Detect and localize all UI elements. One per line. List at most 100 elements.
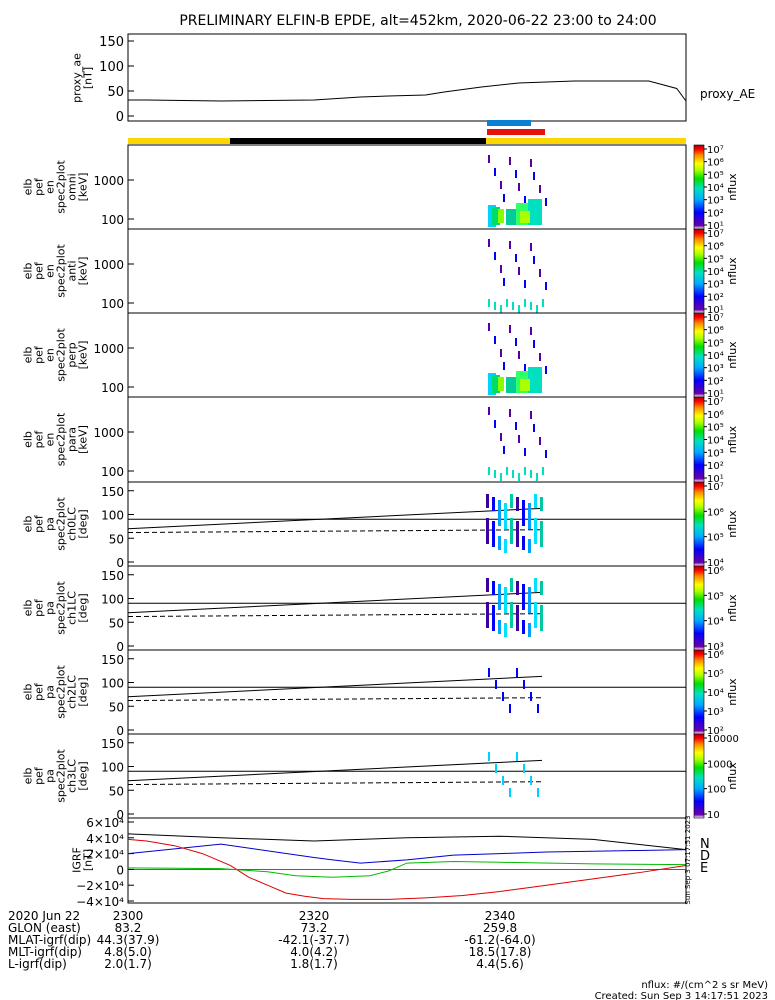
spec-ylabel-line: pef xyxy=(33,430,46,449)
pa-pixel xyxy=(522,620,525,634)
table-cell: 83.2 xyxy=(115,921,142,935)
igrf-panel-frame xyxy=(127,817,687,904)
spec-pixel xyxy=(542,467,544,475)
spec-panel-frame xyxy=(127,144,687,230)
colorbar-tick-label: 10¹ xyxy=(707,474,724,485)
spec-pixel xyxy=(530,327,532,335)
spec-ytick-label: 100 xyxy=(101,213,124,227)
pa-pixel xyxy=(504,623,507,637)
pa-ylabel-line: ch1LC xyxy=(66,591,79,625)
spec-pixel xyxy=(545,282,547,290)
pa-pixel xyxy=(522,584,525,598)
igrf-total-line xyxy=(127,833,687,851)
pa-pixel xyxy=(523,680,525,689)
pa-pixel xyxy=(509,788,511,797)
spec-pixel xyxy=(530,243,532,251)
spec-pixel xyxy=(494,252,496,260)
pa-pixel xyxy=(492,533,495,547)
pa-pixel xyxy=(528,503,531,517)
spec-ylabel-line: spec2plot xyxy=(55,160,68,214)
spec-pixel xyxy=(518,435,520,443)
pa-pixel xyxy=(540,521,543,535)
colorbar xyxy=(693,228,705,314)
pa-pixel xyxy=(528,539,531,553)
pa-ytick-label: 100 xyxy=(101,761,124,775)
colorbar-tick-label: 10⁶ xyxy=(707,410,724,421)
table-row-label: L-igrf(dip) xyxy=(8,957,67,971)
spec-ylabel-line: [keV] xyxy=(77,257,90,286)
table-row-label: MLT-igrf(dip) xyxy=(8,945,82,959)
spec-ytick-label: 100 xyxy=(101,381,124,395)
pa-ylabel-line: ch0LC xyxy=(66,507,79,541)
colorbar-tick-label: 10⁴ xyxy=(707,558,724,569)
pa-pixel xyxy=(530,776,532,785)
spec-pixel xyxy=(515,254,517,262)
table-cell: 2320 xyxy=(299,909,330,923)
ae-ylabel-line: [nT] xyxy=(82,67,95,89)
spec-data-pixels xyxy=(488,323,547,395)
igrf-legend-label: D xyxy=(700,849,710,864)
pa-ytick-label: 50 xyxy=(109,784,124,798)
table-cell: 259.8 xyxy=(483,921,517,935)
colorbar xyxy=(693,733,705,819)
colorbar-tick-label: 10⁴ xyxy=(707,267,724,278)
spec-ylabel-line: perp xyxy=(66,342,79,367)
pa-pixel xyxy=(528,623,531,637)
pa-pixel xyxy=(522,500,525,514)
spec-ylabel-line: elb xyxy=(22,179,35,196)
pa-pixel xyxy=(488,752,490,761)
colorbar xyxy=(693,481,705,567)
pa-pixel xyxy=(510,494,513,508)
pa-pixel xyxy=(504,539,507,553)
pa-pixel xyxy=(530,692,532,701)
spec-pixel xyxy=(494,168,496,176)
pa-pixel xyxy=(498,620,501,634)
colorbar xyxy=(693,144,705,230)
spec-pixel xyxy=(488,239,490,247)
pa-pixel xyxy=(504,599,507,613)
pa-pixel xyxy=(486,518,489,532)
pa-pixel xyxy=(486,494,489,508)
table-cell: 18.5(17.8) xyxy=(469,945,532,959)
pa-pixel xyxy=(510,518,513,532)
spec-ylabel-line: omni xyxy=(66,173,79,200)
spec-pixel xyxy=(500,265,502,273)
pa-pixel xyxy=(528,599,531,613)
pa-pixel xyxy=(495,764,497,773)
colorbar-tick-label: 10³ xyxy=(707,707,724,718)
igrf-ytick-label: 4×10⁴ xyxy=(86,832,124,846)
colorbar-tick-label: 10⁷ xyxy=(707,145,724,156)
pa-pixel xyxy=(516,668,518,677)
spec-ylabel-line: [keV] xyxy=(77,425,90,454)
pa-pixel xyxy=(522,596,525,610)
pa-panel-frame xyxy=(127,733,687,819)
pa-losscone-line xyxy=(127,759,543,782)
spec-pixel xyxy=(518,183,520,191)
colorbar-tick-label: 10 xyxy=(707,810,720,821)
pa-ylabel-line: pa xyxy=(44,517,57,531)
spec-pixel xyxy=(498,377,504,391)
pa-pixel xyxy=(516,617,519,631)
colorbar-tick-label: 100 xyxy=(707,785,726,796)
pa-ylabel-line: pef xyxy=(33,598,46,617)
pa-pixel xyxy=(492,581,495,595)
colorbar-tick-label: 10³ xyxy=(707,642,724,653)
pa-ylabel-line: pa xyxy=(44,601,57,615)
spec-pixel xyxy=(539,269,541,277)
colorbar xyxy=(693,396,705,483)
spec-ylabel-line: pef xyxy=(33,177,46,196)
colorbar-tick-label: 10⁷ xyxy=(707,397,724,408)
spec-pixel xyxy=(494,470,496,478)
spec-ylabel-line: elb xyxy=(22,431,35,448)
pa-pixel xyxy=(528,515,531,529)
spec-pixel xyxy=(545,198,547,206)
igrf-ytick-label: 6×10⁴ xyxy=(86,816,124,830)
pa-pixel xyxy=(498,596,501,610)
spec-pixel xyxy=(494,336,496,344)
igrf-ytick-label: −4×10⁴ xyxy=(76,895,124,909)
pa-pixel xyxy=(510,614,513,628)
pa-ylabel-line: pef xyxy=(33,766,46,785)
